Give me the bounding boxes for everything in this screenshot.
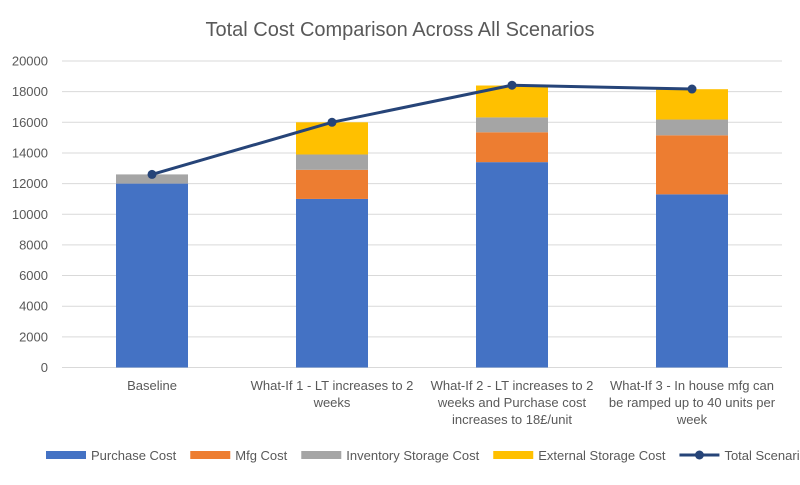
legend-label: Mfg Cost	[235, 448, 287, 463]
x-tick-label: What-If 3 - In house mfg can	[610, 378, 774, 393]
bar-external-storage-cost	[296, 122, 368, 155]
legend-label: Inventory Storage Cost	[346, 448, 479, 463]
bar-inventory-storage-cost	[296, 154, 368, 170]
legend-swatch	[301, 451, 342, 459]
y-tick-label: 16000	[12, 115, 48, 130]
y-tick-label: 0	[41, 360, 48, 375]
total-line-path	[151, 83, 693, 176]
x-tick-label: weeks	[313, 395, 351, 410]
y-tick-label: 6000	[19, 268, 48, 283]
y-tick-label: 2000	[19, 329, 48, 344]
legend-label: Purchase Cost	[91, 448, 177, 463]
bar-purchase-cost	[476, 162, 548, 368]
legend-swatch	[493, 451, 534, 459]
x-tick-label: week	[676, 412, 708, 427]
legend-label: External Storage Cost	[538, 448, 666, 463]
legend-label: Total Scenario Cost	[724, 448, 800, 463]
x-tick-label: What-If 1 - LT increases to 2	[251, 378, 414, 393]
x-axis: Baseline What-If 1 - LT increases to 2 wee…	[127, 378, 776, 427]
legend: Purchase Cost Mfg Cost Inventory Storage C…	[46, 448, 800, 463]
x-tick-label: be ramped up to 40 units per	[609, 395, 776, 410]
total-line-point	[147, 169, 157, 179]
total-line	[147, 80, 697, 179]
total-line-point	[687, 84, 697, 94]
bar-purchase-cost	[116, 183, 188, 368]
y-tick-label: 20000	[12, 54, 48, 69]
legend-swatch	[190, 451, 231, 459]
y-tick-label: 8000	[19, 237, 48, 252]
x-tick-label: weeks and Purchase cost	[437, 395, 587, 410]
legend-swatch-marker	[694, 450, 704, 460]
bar-purchase-cost	[296, 198, 368, 368]
bar-inventory-storage-cost	[476, 117, 548, 133]
y-tick-label: 12000	[12, 176, 48, 191]
bar-inventory-storage-cost	[116, 174, 188, 184]
x-tick-label: What-If 2 - LT increases to 2	[431, 378, 594, 393]
total-line-point	[507, 80, 517, 90]
bar-external-storage-cost	[656, 89, 728, 120]
bar-inventory-storage-cost	[656, 119, 728, 136]
x-tick-label: increases to 18£/unit	[452, 412, 572, 427]
chart-title: Total Cost Comparison Across All Scenari…	[205, 19, 594, 41]
legend-swatch	[46, 451, 86, 459]
bar-purchase-cost	[656, 194, 728, 368]
y-axis: 0 2000 4000 6000 8000 10000 12000 14000 16000 180…	[12, 54, 48, 376]
y-tick-label: 14000	[12, 145, 48, 160]
y-tick-label: 4000	[19, 299, 48, 314]
bars	[116, 85, 728, 368]
bar-mfg-cost	[476, 132, 548, 163]
bar-mfg-cost	[296, 169, 368, 199]
y-tick-label: 18000	[12, 84, 48, 99]
total-line-point	[327, 117, 337, 127]
y-tick-label: 10000	[12, 207, 48, 222]
x-tick-label: Baseline	[127, 378, 177, 393]
bar-mfg-cost	[656, 135, 728, 195]
